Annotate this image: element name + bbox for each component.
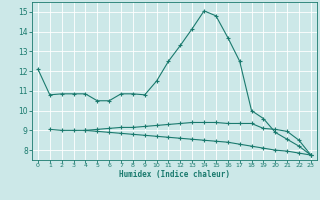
X-axis label: Humidex (Indice chaleur): Humidex (Indice chaleur)	[119, 170, 230, 179]
